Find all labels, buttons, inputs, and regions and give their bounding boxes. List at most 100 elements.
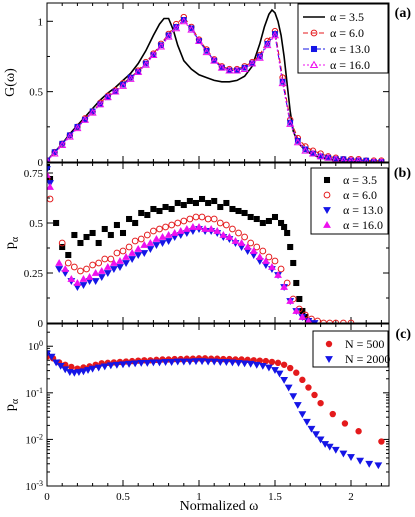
data-point [73,124,82,132]
data-point [116,256,124,264]
data-point [186,215,194,223]
data-point [277,265,285,273]
data-point [293,369,300,376]
data-point [152,234,161,242]
data-point [187,25,196,33]
data-point [286,119,295,127]
data-point [67,274,76,282]
data-point [162,223,169,231]
data-point [65,251,72,259]
data-point [149,359,158,367]
data-point [229,225,236,233]
data-point [225,66,234,74]
y-tick-label: 0 [38,318,44,330]
data-point [219,230,228,238]
data-point [131,237,139,245]
data-point [137,359,146,367]
series-c-1 [47,350,383,470]
data-point [293,138,302,146]
legend-box [310,167,389,235]
axes-frame [46,323,390,487]
data-point [47,156,51,162]
data-point [158,232,167,240]
data-point [119,361,127,369]
data-point [249,246,258,254]
data-point [305,384,312,391]
series-b-3 [47,170,312,323]
data-point [246,360,255,368]
y-axis-label: pα [3,398,21,411]
data-point [192,358,200,366]
data-point [164,230,173,238]
data-point [113,249,121,257]
data-point [204,358,213,366]
data-point [205,199,212,207]
data-point [64,259,72,267]
data-point [167,359,176,366]
legend-marker [310,45,318,53]
data-point [341,420,349,427]
data-point [317,399,324,407]
data-point [293,402,302,409]
data-point [52,359,61,367]
data-point [155,359,164,367]
legend-entry: α = 16.0 [343,218,383,232]
data-point [247,239,255,247]
data-point [96,100,105,108]
data-point [261,256,270,264]
data-point [107,255,115,263]
data-point [95,239,102,247]
data-point [88,108,97,116]
data-point [173,358,182,366]
data-point [308,149,318,157]
data-point [202,48,211,56]
data-point [216,359,225,366]
legend-entry: α = 13.0 [343,203,383,217]
panel-b: 0 0.25 0.5 0.75 pα (b) α = 3.5α = 6.0α = 13.0α… [3,162,411,330]
data-point [89,261,96,269]
data-point [252,361,261,369]
data-point [65,132,74,140]
data-point [271,257,279,265]
data-point [174,199,181,207]
data-point [287,243,294,251]
data-point [47,353,56,361]
y-axis-label: pα [3,236,21,249]
data-point [79,282,88,290]
data-point [275,370,284,378]
data-point [83,265,90,273]
data-point [223,199,230,207]
legend-entry: N = 500 [345,337,384,351]
data-point [325,443,334,451]
data-point [316,436,325,444]
data-point [298,411,307,419]
data-point [113,361,121,369]
legend-marker [323,191,331,199]
data-point [143,359,152,367]
data-point [180,201,187,209]
data-point [100,363,109,371]
data-point [94,364,103,372]
data-point [55,266,64,274]
data-point [47,182,54,190]
data-point [70,263,78,271]
data-point [268,262,276,270]
data-point [179,358,188,366]
y-tick-label: 0.5 [29,87,43,99]
data-point [97,274,106,282]
data-point [263,41,272,49]
data-point [217,203,224,211]
data-point [138,209,145,217]
y-tick-label: 10-2 [25,432,43,446]
data-point [97,266,106,274]
y-tick-label: 0.25 [24,268,44,280]
data-point [274,270,282,278]
axes-frame [46,2,390,163]
series-layer [47,8,385,162]
data-point [128,256,137,264]
data-point [170,228,179,236]
data-point [122,260,130,268]
y-tick-label: 0 [38,157,44,169]
data-point [228,359,237,367]
